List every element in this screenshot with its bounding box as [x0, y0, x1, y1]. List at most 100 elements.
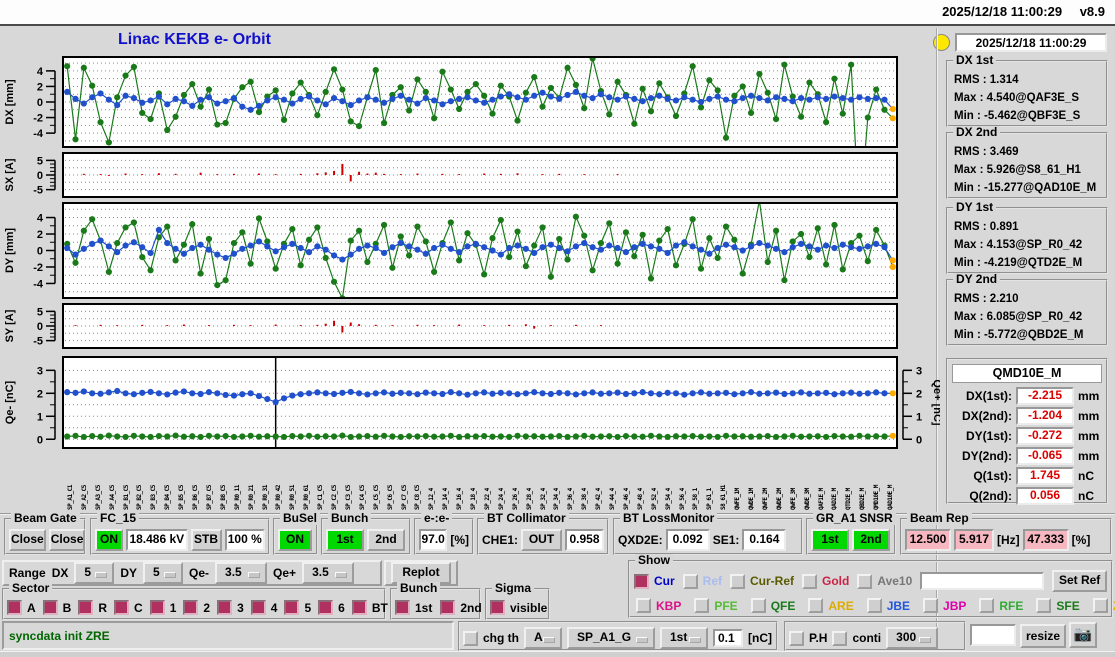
dropdown-dash-icon [919, 637, 932, 643]
fc15-on-button[interactable]: ON [95, 528, 123, 551]
bpm-label: SP_C3_C5 [344, 485, 352, 510]
threshold-controls-group: chg th A SP_A1_G 1st [nC] [458, 621, 778, 651]
snsr-1st-button[interactable]: 1st [811, 528, 849, 551]
sector-1-checkbox[interactable] [149, 600, 165, 615]
bpm-x-axis-labels: SP_A1_C1 SP_A2_C5 SP_A3_C5 SP_A4_C5 SP_B1_C5… [63, 450, 897, 512]
show-qfe-checkbox[interactable] [750, 598, 766, 613]
bpm-label: SP_38_4 [581, 488, 589, 510]
fc15-stb-button[interactable]: STB [190, 528, 222, 551]
bpm-value: -0.272 [1016, 427, 1074, 445]
bunch-2nd-button[interactable]: 2nd [367, 528, 405, 551]
stat-line: Min : -15.277@QAD10E_M [954, 182, 1097, 194]
screenshot-button[interactable]: 📷 [1069, 622, 1097, 648]
beam-rep-value-2: 5.917 [954, 528, 994, 551]
svg-text:2: 2 [37, 388, 43, 400]
bpm-label: QWDE_3M [803, 488, 811, 510]
snsr-2nd-button[interactable]: 2nd [852, 528, 890, 551]
show-gold-checkbox[interactable] [802, 573, 818, 589]
sector-4-checkbox[interactable] [250, 600, 266, 615]
threshold-value-input[interactable] [713, 629, 743, 647]
bt-collimator-group-label: BT Collimator [484, 512, 569, 525]
stat-line: Min : -5.462@QBF3E_S [954, 110, 1081, 122]
fc15-voltage-value: 18.486 kV [126, 528, 188, 551]
bpm-label: SP_32_4 [539, 488, 547, 510]
range-dy-dropdown[interactable]: 5 [143, 562, 184, 584]
ph-checkbox[interactable] [789, 630, 804, 646]
show-cur-ref-checkbox[interactable] [730, 573, 746, 589]
show-jbe-checkbox[interactable] [866, 598, 882, 613]
sector-b-checkbox[interactable] [42, 600, 58, 615]
svg-text:0: 0 [37, 434, 43, 446]
dropdown-dash-icon [543, 637, 555, 643]
bpm-select-dropdown[interactable]: SP_A1_G [567, 627, 655, 649]
dropdown-dash-icon [164, 572, 177, 578]
count-dropdown[interactable]: 300 [886, 627, 939, 649]
sigma-visible-checkbox[interactable] [490, 600, 505, 615]
svg-text:1: 1 [37, 411, 43, 423]
show-ref-checkbox[interactable] [682, 573, 698, 589]
bunchsel-2nd-checkbox[interactable] [440, 600, 456, 615]
bpm-label: SP_B1_C5 [122, 485, 130, 510]
show-ave10-checkbox[interactable] [857, 573, 873, 589]
show-sfe-item: SFE [1036, 598, 1080, 613]
bpm-label: QTD2E_M [845, 488, 853, 510]
sector-bt-checkbox[interactable] [351, 600, 367, 615]
range-dx-dropdown[interactable]: 5 [74, 562, 115, 584]
sector-3-checkbox[interactable] [217, 600, 233, 615]
sector-group-label: Sector [9, 582, 53, 595]
svg-text:1: 1 [916, 411, 922, 423]
bpm-label: SP_52_4 [650, 488, 658, 510]
bpm-label: SP_C6_C5 [386, 485, 394, 510]
conti-checkbox[interactable] [832, 630, 848, 646]
bpm-label: SP_12_4 [428, 488, 436, 510]
show-pfe-checkbox[interactable] [694, 598, 710, 613]
sigma-group-label: Sigma [492, 582, 535, 595]
se1-label: SE1: [712, 532, 740, 547]
bunch-1st-button[interactable]: 1st [326, 528, 364, 551]
dropdown-dash-icon [248, 572, 261, 578]
show-cur-ref-label: Cur-Ref [750, 574, 795, 588]
show-kbp-checkbox[interactable] [636, 598, 651, 613]
show-jbp-checkbox[interactable] [923, 598, 939, 613]
bpm-label: SP_A4_C5 [108, 485, 116, 510]
svg-text:0: 0 [37, 246, 43, 258]
bunchsel-1st-checkbox[interactable] [395, 600, 410, 615]
che1-state-button[interactable]: OUT [521, 528, 562, 551]
beam-gate-close-1-button[interactable]: Close [9, 528, 46, 551]
chg-th-checkbox[interactable] [463, 630, 478, 646]
sector-c-checkbox[interactable] [114, 600, 130, 615]
bunchsel-1st-item: 1st [395, 600, 432, 615]
th-sector-dropdown[interactable]: A [524, 627, 562, 649]
beam-gate-close-2-button[interactable]: Close [48, 528, 86, 551]
show-cur-checkbox[interactable] [634, 573, 649, 589]
sector-bt-label: BT [371, 600, 388, 615]
busel-on-button[interactable]: ON [278, 528, 312, 551]
sx-sigma-plot: 5 0 -5 SX [A] [0, 152, 940, 203]
range-dy-label: DY [120, 566, 138, 580]
bunchsel-2nd-item: 2nd [440, 600, 482, 615]
svg-text:Qe+ [nC]: Qe+ [nC] [931, 379, 940, 425]
sector-a-checkbox[interactable] [7, 600, 22, 615]
show-are-checkbox[interactable] [808, 598, 824, 613]
resize-button[interactable]: resize [1020, 624, 1066, 648]
sector-5-checkbox[interactable] [284, 600, 300, 615]
bpm-label: SP_58_1 [692, 488, 700, 510]
set-ref-button[interactable]: Set Ref [1052, 570, 1107, 592]
range-qep-dropdown[interactable]: 3.5 [302, 562, 355, 584]
show-zre-item: ZRE [1092, 598, 1115, 613]
bpm-label: SP_C5_C5 [372, 485, 380, 510]
show-sfe-checkbox[interactable] [1036, 598, 1052, 613]
bpm-value: -2.215 [1016, 387, 1074, 405]
ref-file-input[interactable] [920, 572, 1045, 590]
bpm-value: 1.745 [1016, 467, 1074, 485]
range-qem-dropdown[interactable]: 3.5 [215, 562, 268, 584]
sector-6-checkbox[interactable] [318, 600, 334, 615]
bunch-select-dropdown[interactable]: 1st [660, 627, 708, 649]
show-zre-checkbox[interactable] [1092, 598, 1108, 613]
show-rfe-checkbox[interactable] [979, 598, 995, 613]
sector-r-checkbox[interactable] [78, 600, 94, 615]
misc-input[interactable] [970, 624, 1016, 646]
bpm-label: SP_R0_42 [275, 485, 283, 510]
bpm-value-label: DY(2nd): [962, 449, 1012, 463]
sector-2-checkbox[interactable] [183, 600, 199, 615]
